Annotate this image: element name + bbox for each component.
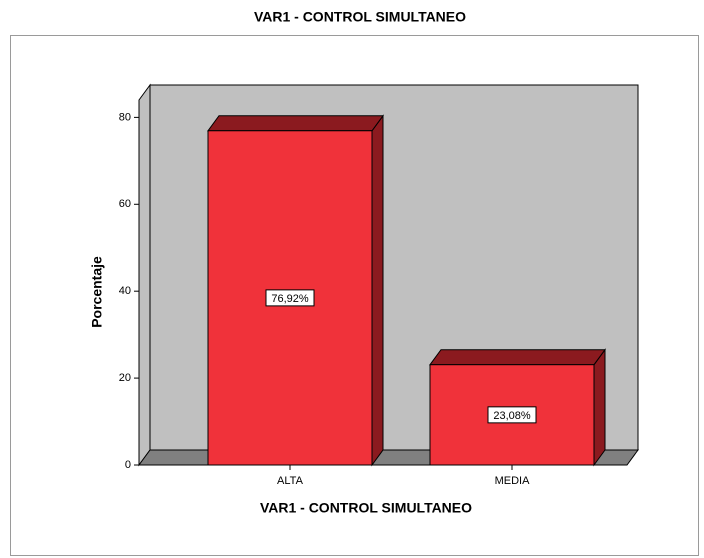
y-tick-label: 0 <box>125 459 131 471</box>
bar-side <box>593 348 606 467</box>
y-tick-label: 80 <box>119 111 131 123</box>
value-label-box <box>487 406 537 424</box>
value-label: 76,92% <box>271 293 309 305</box>
y-tick-label: 40 <box>119 285 131 297</box>
x-tick-label: ALTA <box>277 475 304 487</box>
value-label-box <box>265 289 315 307</box>
bar-top <box>429 349 606 366</box>
x-axis-label: VAR1 - CONTROL SIMULTANEO <box>260 500 472 516</box>
value-label: 23,08% <box>493 410 531 422</box>
side-wall <box>138 83 151 467</box>
y-tick-label: 60 <box>119 198 131 210</box>
x-tick-label: MEDIA <box>495 475 531 487</box>
bar-top <box>207 115 384 132</box>
y-tick-label: 20 <box>119 372 131 384</box>
bar-side <box>371 114 384 467</box>
chart-title: VAR1 - CONTROL SIMULTANEO <box>254 9 466 25</box>
y-axis-label: Porcentaje <box>89 256 105 328</box>
